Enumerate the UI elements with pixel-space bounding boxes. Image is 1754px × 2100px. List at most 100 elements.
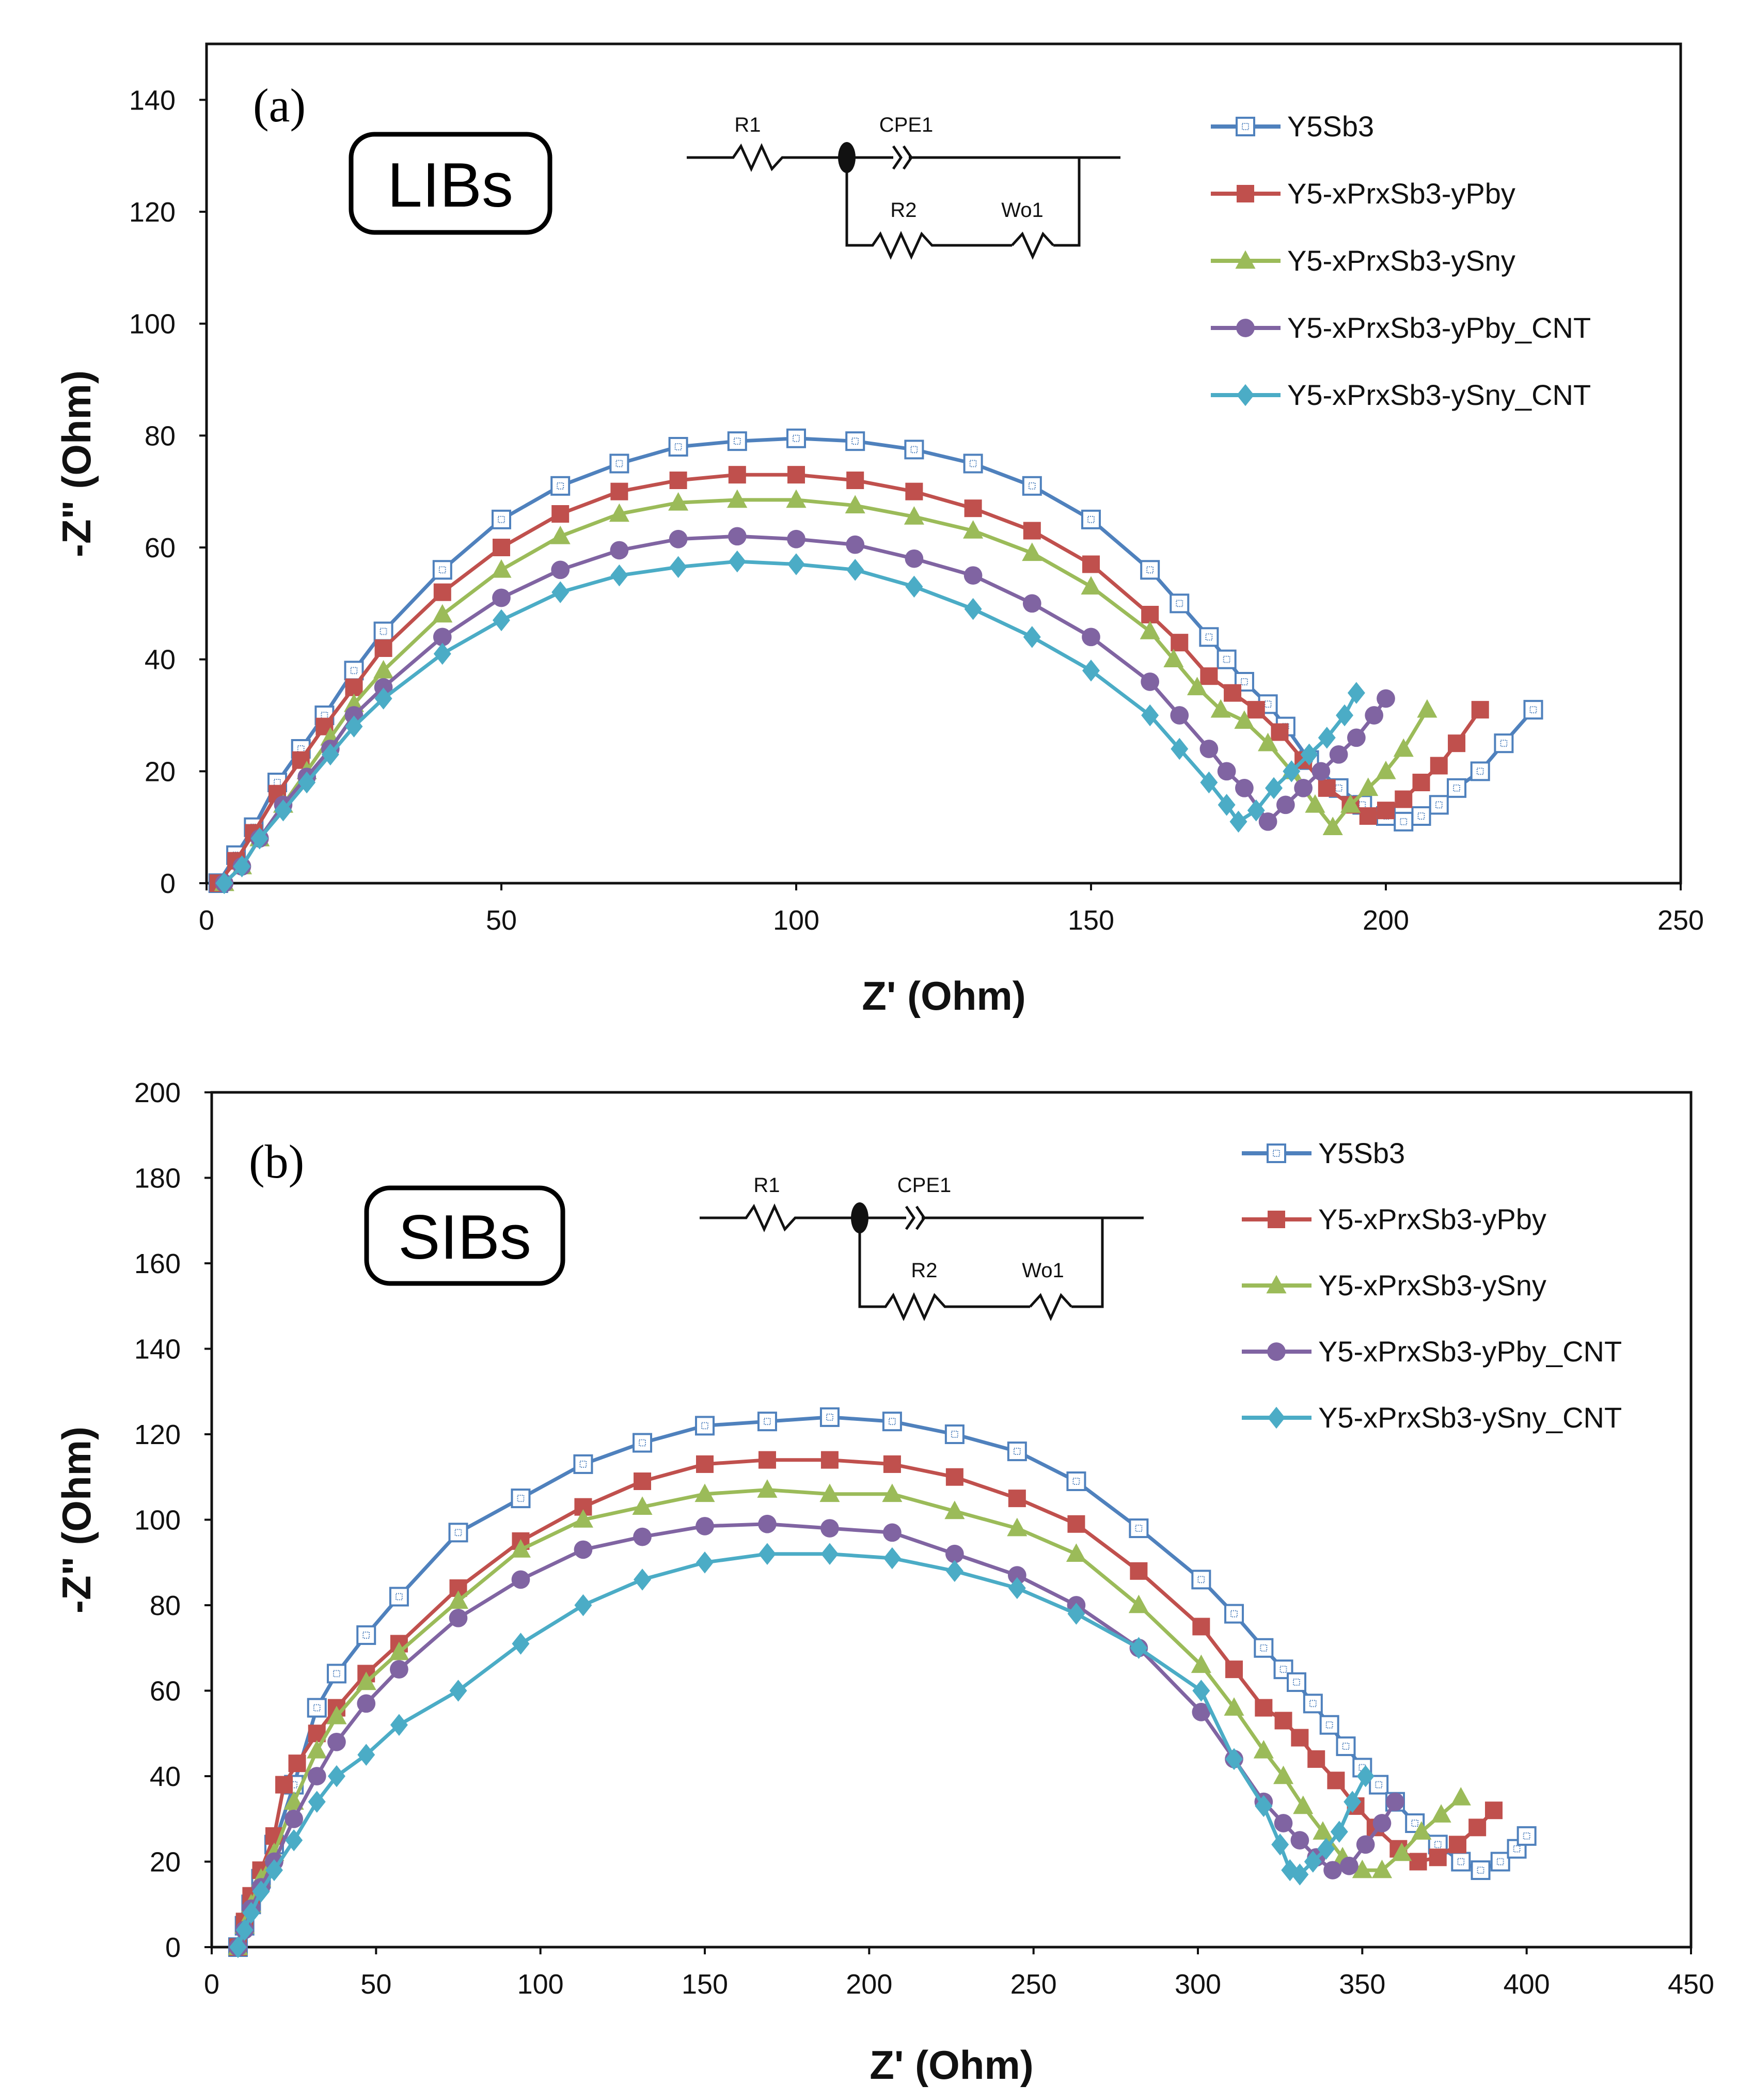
panel-b-data-point-inner <box>1293 1679 1300 1686</box>
panel-b-data-point <box>1066 1471 1086 1492</box>
panel-a-data-point-inner <box>1205 633 1213 641</box>
panel-a-legend-marker <box>1235 250 1256 269</box>
panel-b-ytick-label: 0 <box>165 1932 181 1963</box>
panel-b-data-point <box>1253 1739 1274 1759</box>
panel-a-data-point <box>1347 682 1365 704</box>
panel-a-data-point-inner <box>1529 706 1537 714</box>
panel-b-data-point-inner <box>362 1631 370 1639</box>
panel-b-xtick-label: 300 <box>1175 1969 1221 2000</box>
panel-b-data-point <box>1411 1821 1432 1840</box>
panel-b-data-point <box>327 1732 346 1751</box>
panel-b-data-point <box>449 1680 467 1702</box>
panel-b-data-point <box>1191 1570 1211 1590</box>
panel-b-data-point <box>1340 1856 1358 1875</box>
panel-a-data-point <box>1229 810 1247 833</box>
panel-a-xtick-label: 50 <box>486 905 517 936</box>
panel-b-circuit-cpe1: CPE1 <box>897 1174 952 1197</box>
panel-a-data-point <box>787 466 805 484</box>
panel-a-circuit-r1: R1 <box>734 114 761 136</box>
panel-b-data-point <box>757 1412 777 1432</box>
panel-a-data-point <box>1447 778 1467 798</box>
panel-a-data-point <box>550 525 571 544</box>
panel-b-data-point <box>820 1519 839 1538</box>
panel-a-series-4 <box>215 527 1395 892</box>
panel-b-data-point <box>1450 1786 1471 1806</box>
panel-b-data-point-inner <box>1072 1478 1080 1485</box>
panel-a-data-point <box>846 535 865 554</box>
panel-a-data-point-inner <box>1176 600 1183 607</box>
panel-b-data-point <box>574 1540 593 1559</box>
panel-a-data-point <box>1336 704 1354 727</box>
panel-b-data-point <box>252 1880 270 1903</box>
panel-b-data-point-inner <box>1309 1700 1317 1707</box>
panel-b-label: (b) <box>249 1135 304 1188</box>
panel-a-data-point <box>1430 757 1448 775</box>
panel-a-data-point <box>846 559 864 581</box>
panel-a-data-point <box>1141 704 1159 727</box>
panel-a-data-point <box>905 482 923 500</box>
panel-a-data-point <box>1395 790 1413 808</box>
panel-b: 0 50 100 150 200 250 300 350 400 450 0 20 40 60 80 100 1… <box>54 1077 1714 2088</box>
panel-a-data-point <box>550 476 571 496</box>
panel-a-data-point-inner <box>910 446 918 453</box>
panel-a-data-point <box>845 431 865 451</box>
panel-a-data-point <box>1081 509 1101 529</box>
panel-b-series <box>228 1407 1537 1958</box>
panel-a-data-point <box>1199 740 1219 758</box>
panel-b-data-point-inner <box>1260 1644 1268 1652</box>
panel-a-ytick-label: 140 <box>129 85 176 116</box>
panel-b-axes: 0 50 100 150 200 250 300 350 400 450 0 20 40 60 80 100 1… <box>134 1077 1714 2000</box>
panel-a-data-point-inner <box>1417 812 1425 820</box>
panel-a-data-point <box>1494 733 1514 754</box>
panel-a-data-point <box>1200 771 1218 794</box>
panel-a-data-point <box>1300 743 1318 766</box>
panel-a-data-point <box>1140 621 1160 639</box>
panel-a-axes: 0 50 100 150 200 250 0 20 40 60 80 100 120 140 <box>129 85 1704 936</box>
panel-a-data-point <box>1294 778 1313 797</box>
panel-a-data-point <box>1170 593 1190 614</box>
panel-a-data-point <box>1140 560 1160 580</box>
panel-a-data-point-inner <box>557 482 564 490</box>
panel-b-series-5 <box>229 1543 1374 1958</box>
panel-b-data-point-inner <box>313 1704 321 1712</box>
panel-b-data-point <box>1007 1566 1026 1585</box>
panel-b-data-point-inner <box>1513 1845 1521 1853</box>
panel-b-data-point <box>288 1754 306 1773</box>
panel-b-data-point <box>1330 1821 1348 1843</box>
panel-a-xlabel: Z' (Ohm) <box>862 973 1025 1018</box>
panel-b-data-point <box>819 1483 840 1502</box>
panel-a-data-point <box>344 661 364 681</box>
panel-a-data-point <box>609 503 629 522</box>
panel-b-data-point <box>1271 1833 1289 1856</box>
panel-a-xtick-label: 150 <box>1068 905 1114 936</box>
panel-b-badge-text: SIBs <box>398 1202 531 1272</box>
panel-a-data-point <box>669 472 687 489</box>
panel-a: 0 50 100 150 200 250 0 20 40 60 80 100 120 140 (a) LI… <box>54 42 1704 1018</box>
panel-a-data-point <box>373 660 394 679</box>
panel-b-data-point <box>1225 1660 1243 1679</box>
panel-b-data-point <box>390 1660 408 1679</box>
panel-b-data-point <box>696 1455 714 1473</box>
panel-b-legend-marker <box>1268 1211 1285 1228</box>
panel-a-data-point <box>274 799 292 822</box>
panel-a-data-point <box>1141 672 1160 691</box>
panel-a-data-point-inner <box>733 437 741 445</box>
panel-a-data-point <box>551 560 570 579</box>
panel-a-data-point <box>432 604 453 623</box>
panel-a-data-point <box>374 639 392 657</box>
panel-b-data-point <box>634 1472 652 1491</box>
panel-b-data-point <box>307 1698 327 1718</box>
panel-b-data-point <box>695 1416 715 1436</box>
panel-b-data-point <box>1128 1594 1149 1613</box>
panel-a-data-point <box>233 855 251 877</box>
panel-b-xtick-label: 250 <box>1010 1969 1057 2000</box>
panel-a-data-point-inner <box>1240 678 1248 685</box>
panel-a-data-point <box>373 621 393 641</box>
panel-a-data-point <box>345 678 363 696</box>
panel-b-data-point <box>882 1483 903 1502</box>
panel-b-data-point <box>944 1424 965 1444</box>
panel-b-data-point <box>1274 1712 1292 1730</box>
panel-a-data-point <box>551 505 570 523</box>
panel-a-data-point <box>1417 699 1437 718</box>
panel-a-data-point <box>1394 811 1414 832</box>
